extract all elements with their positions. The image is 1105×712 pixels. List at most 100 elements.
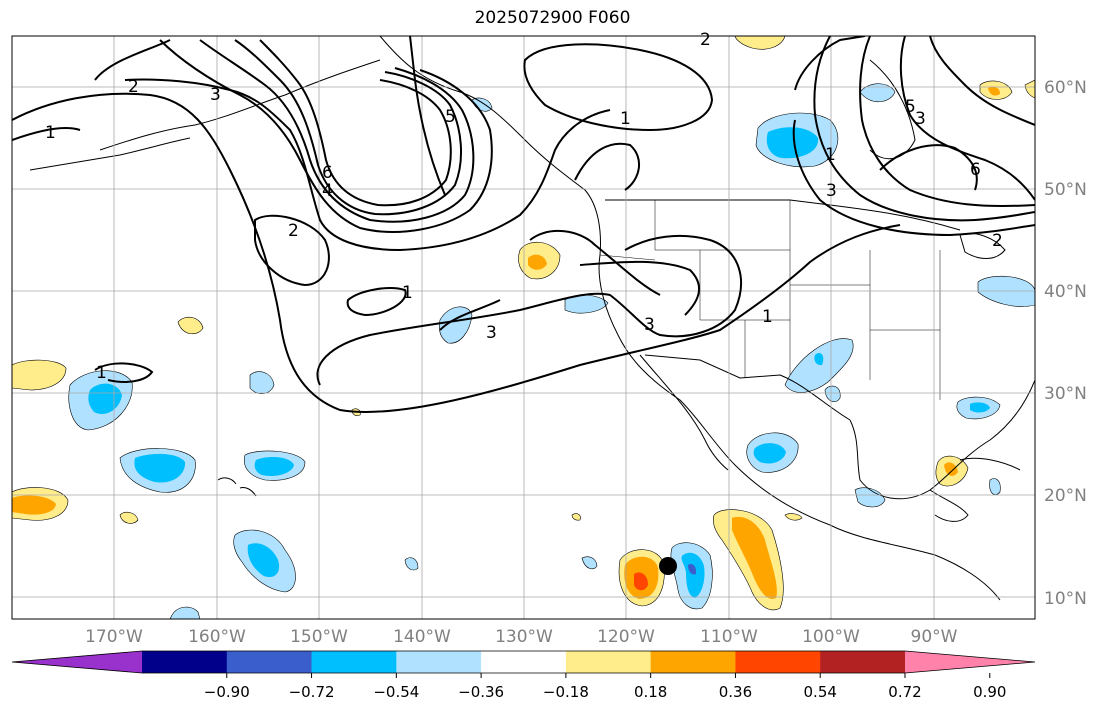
contour-line bbox=[794, 36, 866, 91]
anomaly-blob bbox=[753, 443, 786, 464]
contour-label: 1 bbox=[96, 363, 107, 383]
colorbar-bin bbox=[735, 651, 821, 673]
contour-line bbox=[259, 39, 452, 207]
colorbar-tick-label: 0.36 bbox=[719, 683, 752, 701]
anomaly-blob bbox=[634, 572, 648, 591]
us-canada-border bbox=[605, 199, 961, 231]
colorbar-bin bbox=[142, 651, 228, 673]
contour-label: 3 bbox=[826, 181, 837, 201]
contour-line bbox=[579, 260, 700, 316]
contour-line bbox=[234, 39, 463, 216]
anomaly-blob bbox=[119, 511, 139, 524]
anomaly-blob bbox=[177, 316, 204, 335]
contour-line bbox=[529, 229, 661, 296]
anomaly-blob bbox=[88, 383, 122, 415]
lon-label-160w: 160°W bbox=[188, 627, 246, 647]
anomaly-blob bbox=[859, 83, 896, 103]
coastlines-and-borders bbox=[29, 36, 1035, 601]
lat-label-50n: 50°N bbox=[1044, 180, 1087, 200]
contour-label: 1 bbox=[762, 307, 773, 327]
map-frame bbox=[11, 35, 1036, 620]
baja-california bbox=[639, 354, 729, 471]
anomaly-blob bbox=[134, 453, 186, 483]
contour-line bbox=[316, 234, 743, 386]
lat-label-20n: 20°N bbox=[1044, 486, 1087, 506]
storm-position-dot bbox=[659, 557, 677, 575]
anomaly-blob bbox=[688, 564, 697, 575]
anomaly-blob bbox=[784, 513, 803, 521]
anomaly-blob bbox=[249, 371, 275, 394]
contour-label: 1 bbox=[402, 283, 413, 303]
contour-line bbox=[523, 43, 714, 132]
contour-label: 5 bbox=[445, 107, 456, 127]
colorbar-bin bbox=[820, 651, 906, 673]
anomaly-blob bbox=[784, 338, 854, 393]
map-area bbox=[12, 36, 1035, 619]
anomaly-blob bbox=[989, 478, 1001, 495]
lon-label-100w: 100°W bbox=[802, 627, 860, 647]
contour-labels: 1 2 3 4 5 6 1 2 1 3 2 1 3 3 1 1 6 3 5 2 bbox=[45, 30, 1003, 383]
anomaly-blob bbox=[581, 556, 598, 570]
colorbar-bin bbox=[226, 651, 313, 673]
contour-label: 1 bbox=[45, 123, 56, 143]
lat-label-60n: 60°N bbox=[1044, 78, 1087, 98]
contour-line bbox=[899, 36, 1035, 201]
anomaly-blob bbox=[1024, 79, 1035, 99]
contours bbox=[12, 36, 1035, 413]
colorbar-tick-label: −0.36 bbox=[458, 683, 504, 701]
longitude-labels: 170°W 160°W 150°W 140°W 130°W 120°W 110°… bbox=[85, 627, 958, 647]
us-mexico-border bbox=[644, 354, 851, 421]
contour-label: 2 bbox=[128, 77, 139, 97]
contour-line bbox=[439, 299, 501, 331]
hawaii bbox=[217, 477, 257, 497]
anomaly-blob bbox=[254, 457, 294, 476]
contour-label: 6 bbox=[322, 163, 333, 183]
contour-label: 2 bbox=[288, 221, 299, 241]
colorbar-outline bbox=[11, 650, 1036, 674]
contour-label: 3 bbox=[915, 109, 926, 129]
anomaly-blob bbox=[732, 516, 777, 599]
anomaly-blob bbox=[528, 254, 547, 270]
anomaly-blob bbox=[944, 462, 958, 476]
lat-label-30n: 30°N bbox=[1044, 384, 1087, 404]
colorbar-extend-low bbox=[12, 651, 142, 673]
latitude-labels: 60°N 50°N 40°N 30°N 20°N 10°N bbox=[1044, 78, 1087, 609]
contour-label: 6 bbox=[970, 160, 981, 180]
contour-label: 1 bbox=[620, 109, 631, 129]
anomaly-blob bbox=[12, 495, 56, 515]
contour-line bbox=[12, 92, 901, 413]
contour-label: 2 bbox=[992, 231, 1003, 251]
contour-label: 3 bbox=[644, 315, 655, 335]
lon-label-170w: 170°W bbox=[85, 627, 143, 647]
contour-label: 2 bbox=[700, 30, 711, 50]
colorbar-tick-label: −0.54 bbox=[373, 683, 419, 701]
lon-label-130w: 130°W bbox=[495, 627, 553, 647]
contour-line bbox=[813, 36, 1035, 222]
contour-line bbox=[879, 144, 978, 191]
colorbar-tick-label: 0.18 bbox=[634, 683, 667, 701]
lat-label-10n: 10°N bbox=[1044, 589, 1087, 609]
anomaly-blob bbox=[404, 557, 419, 571]
anomaly-blob bbox=[854, 487, 886, 508]
contour-label: 4 bbox=[322, 181, 333, 201]
state-borders bbox=[599, 200, 941, 400]
lon-label-120w: 120°W bbox=[597, 627, 655, 647]
colorbar-bin bbox=[481, 651, 567, 673]
map-title: 2025072900 F060 bbox=[474, 8, 631, 28]
alaska-coast bbox=[99, 59, 381, 151]
lon-label-90w: 90°W bbox=[911, 627, 958, 647]
lon-label-140w: 140°W bbox=[393, 627, 451, 647]
contour-line bbox=[929, 36, 1035, 126]
contour-label: 3 bbox=[486, 323, 497, 343]
yucatan bbox=[929, 489, 969, 522]
contour-line bbox=[12, 127, 81, 141]
aleutian-islands bbox=[29, 137, 191, 171]
anomaly-blob bbox=[571, 513, 581, 521]
anomaly-blob bbox=[681, 552, 705, 598]
colorbar-extend-high bbox=[905, 651, 1035, 673]
anomaly-blob bbox=[734, 36, 786, 50]
lon-label-150w: 150°W bbox=[290, 627, 348, 647]
contour-line bbox=[159, 39, 493, 233]
graticule bbox=[12, 36, 1035, 619]
